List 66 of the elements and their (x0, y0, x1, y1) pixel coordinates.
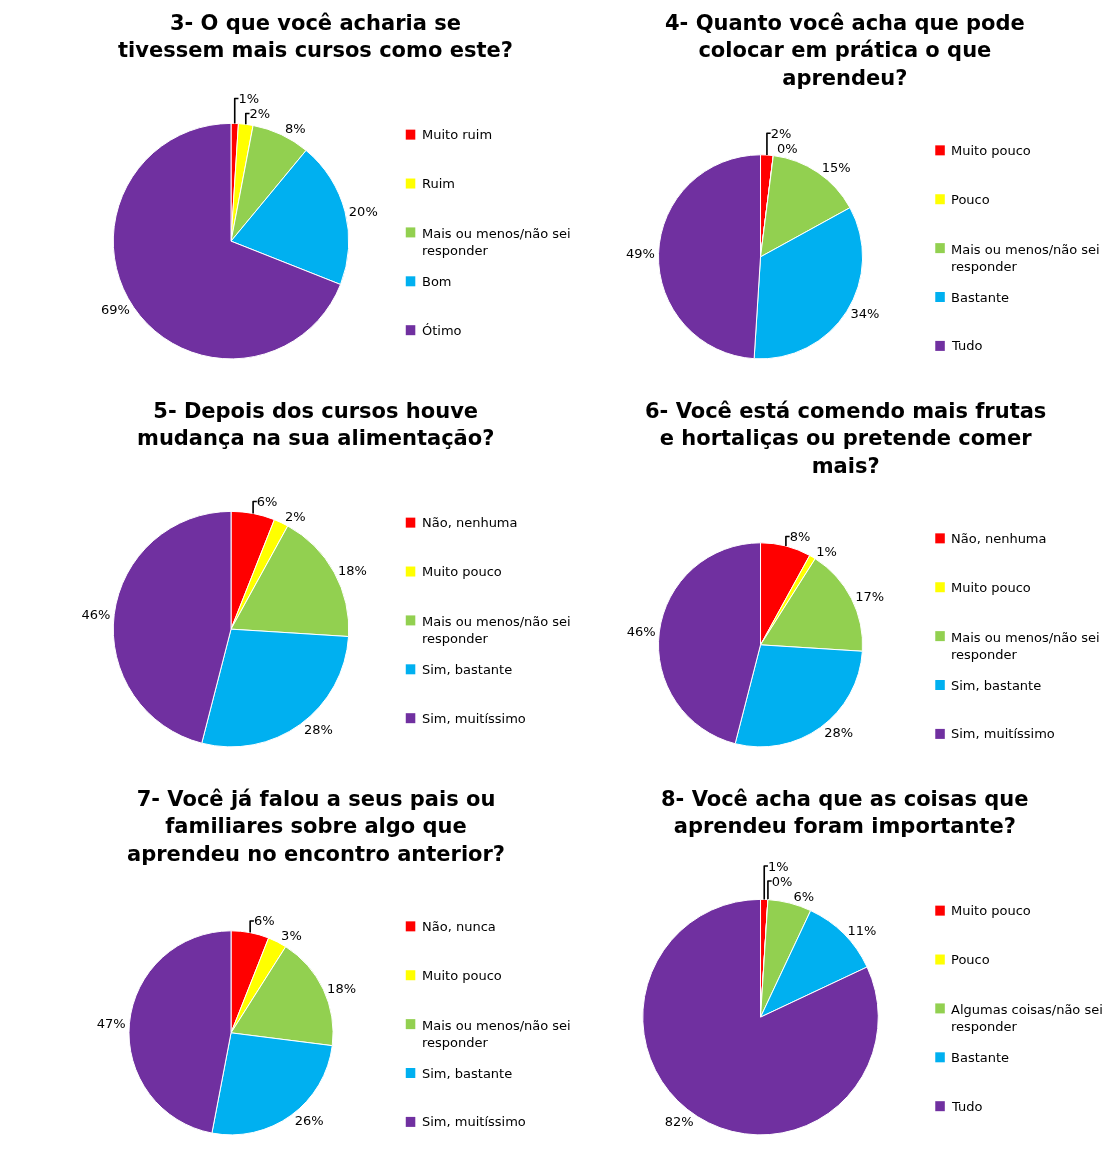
data-label: 6% (253, 913, 275, 929)
data-label: 28% (824, 724, 854, 740)
legend-label: Mais ou menos/não sei responder (422, 1018, 571, 1050)
legend-label: Ótimo (422, 323, 462, 338)
data-label: 26% (294, 1112, 324, 1128)
data-label: 18% (327, 980, 357, 996)
data-label: 2% (284, 508, 306, 524)
data-label: 15% (821, 159, 851, 175)
data-label: 1% (816, 543, 837, 559)
legend-label: Tudo (951, 338, 983, 353)
chart-title: 7- Você já falou a seus pais ou familiares sobre algo que aprendeu no encontro anterior? (127, 787, 506, 866)
data-label: 49% (625, 246, 655, 262)
data-label: 1% (238, 90, 260, 106)
legend-label: Não, nunca (422, 919, 496, 934)
data-label: 6% (256, 493, 278, 509)
data-label: 1% (767, 858, 789, 874)
legend-label: Bastante (951, 290, 1010, 305)
data-label: 34% (850, 306, 880, 322)
legend-label: Sim, bastante (951, 678, 1042, 693)
data-label: 46% (626, 624, 656, 640)
chart-title: 8- Você acha que as coisas que aprendeu foram importante? (661, 787, 1029, 839)
legend-label: Sim, bastante (422, 1066, 513, 1081)
data-label: 8% (789, 528, 811, 544)
data-label: 8% (284, 120, 306, 136)
data-label: 20% (348, 203, 378, 219)
legend-label: Sim, bastante (422, 662, 513, 677)
legend-label: Muito ruim (422, 127, 493, 142)
legend-label: Bastante (951, 1050, 1010, 1065)
legend-label: Sim, muitíssimo (951, 726, 1055, 741)
legend-label: Bom (422, 274, 452, 289)
data-label: 46% (81, 606, 111, 622)
data-label: 17% (855, 589, 885, 605)
legend-label: Muito pouco (422, 564, 502, 579)
legend-label: Muito pouco (951, 580, 1031, 595)
data-label: 6% (793, 888, 815, 904)
legend-label: Muito pouco (951, 143, 1031, 158)
data-label: 3% (281, 928, 302, 944)
legend-label: Algumas coisas/não sei responder (951, 1002, 1103, 1034)
chart-title: 5- Depois dos cursos houve mudança na sua alimentação? (137, 399, 495, 451)
legend-label: Não, nenhuma (951, 531, 1047, 546)
data-label: 69% (100, 302, 130, 318)
legend-label: Mais ou menos/não sei responder (951, 242, 1100, 274)
legend-label: Ruim (422, 176, 455, 191)
data-label: 47% (96, 1015, 126, 1031)
chart-title: 6- Você está comendo mais frutas e hortaliças ou pretende comer mais? (645, 399, 1047, 478)
text: 0% (771, 873, 793, 889)
legend-label: Sim, muitíssimo (422, 1114, 526, 1129)
text: 0% (777, 140, 798, 156)
legend-label: Mais ou menos/não sei responder (422, 614, 571, 646)
legend-label: Muito pouco (951, 903, 1031, 918)
legend-label: Não, nenhuma (422, 515, 518, 530)
legend-label: Muito pouco (422, 968, 502, 983)
legend-label: Mais ou menos/não sei responder (951, 630, 1100, 662)
chart-title: 4- Quanto você acha que pode colocar em prática o que aprendeu? (665, 11, 1025, 90)
data-label: 2% (249, 105, 271, 121)
data-label: 18% (337, 563, 367, 579)
chart-title: 3- O que você acharia se tivessem mais cursos como este? (118, 11, 513, 63)
legend-label: Pouco (951, 192, 990, 207)
legend-label: Tudo (951, 1099, 983, 1114)
data-label: 2% (770, 125, 792, 141)
data-label: 28% (304, 721, 333, 737)
data-label: 82% (664, 1114, 694, 1130)
legend-label: Mais ou menos/não sei responder (422, 226, 571, 258)
data-label: 11% (847, 922, 877, 938)
legend-label: Sim, muitíssimo (422, 711, 526, 726)
legend-label: Pouco (951, 952, 990, 967)
